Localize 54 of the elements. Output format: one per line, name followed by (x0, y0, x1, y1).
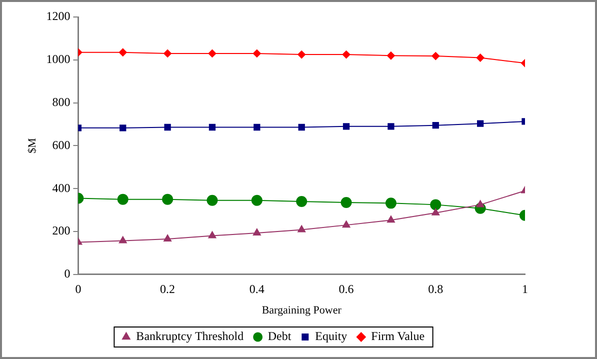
point (296, 196, 308, 207)
legend-label: Firm Value (371, 329, 425, 344)
point (164, 124, 171, 131)
legend-label: Bankruptcy Threshold (136, 329, 244, 344)
point (388, 123, 394, 130)
point (254, 124, 260, 131)
point (386, 52, 395, 60)
x-tick-label: 0 (75, 282, 82, 296)
point (476, 200, 484, 208)
point (164, 49, 172, 58)
point (342, 50, 350, 59)
point (118, 48, 127, 56)
point (117, 194, 128, 205)
point (120, 124, 126, 132)
point (298, 225, 306, 232)
point (164, 234, 172, 242)
point (252, 49, 261, 58)
point (340, 197, 352, 208)
x-tick-label: 0.2 (160, 282, 176, 296)
y-tick-label: 1200 (46, 9, 70, 24)
point (251, 194, 262, 206)
point (342, 220, 350, 228)
point (386, 216, 395, 223)
point (476, 120, 484, 127)
x-tick-label: 1 (522, 282, 528, 296)
point (206, 194, 218, 206)
y-tick-label: 600 (52, 138, 70, 152)
y-tick-label: 800 (52, 94, 70, 109)
point (252, 228, 261, 236)
y-tick-label: 1000 (46, 52, 70, 66)
point (432, 122, 439, 129)
point (432, 208, 440, 216)
point (208, 231, 216, 238)
point (432, 52, 440, 60)
point (208, 49, 216, 58)
point (342, 123, 350, 130)
point (476, 54, 484, 62)
legend-label: Equity (315, 329, 348, 344)
point (385, 198, 396, 209)
point (298, 50, 306, 59)
x-tick-label: 0.4 (249, 282, 264, 296)
x-tick-label: 0.6 (338, 282, 354, 296)
legend-label: Debt (268, 329, 292, 344)
x-axis-title: Bargaining Power (262, 304, 342, 316)
y-axis-title: $M (26, 138, 38, 154)
x-tick-label: 0.8 (428, 282, 444, 296)
y-tick-label: 0 (64, 266, 70, 281)
point (430, 199, 442, 210)
y-tick-label: 200 (52, 224, 70, 238)
point (118, 236, 127, 244)
y-tick-label: 400 (52, 180, 70, 195)
point (208, 124, 216, 131)
point (298, 124, 305, 131)
point (162, 194, 174, 205)
